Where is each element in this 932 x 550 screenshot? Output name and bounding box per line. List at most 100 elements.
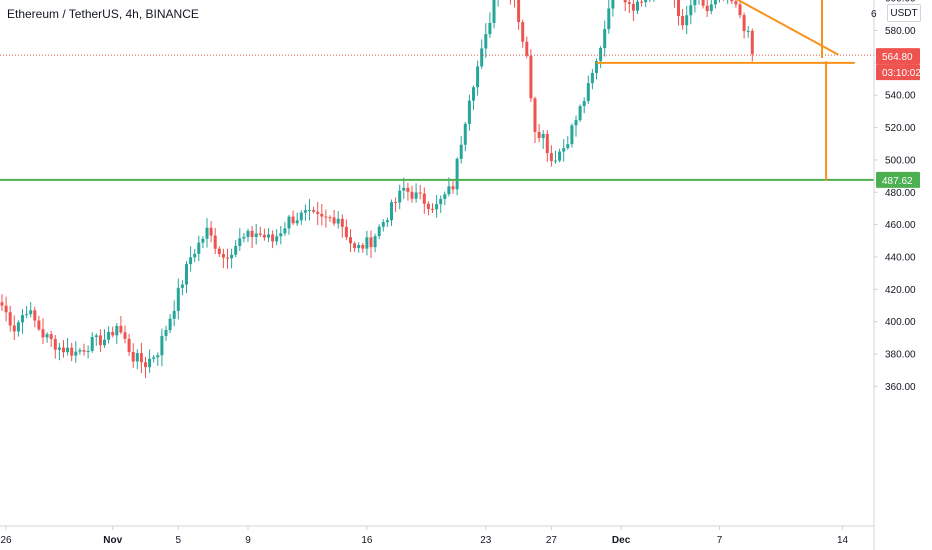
candle [70, 342, 74, 362]
candle-body [328, 217, 332, 219]
candle-body [164, 330, 168, 336]
countdown-tag-text: 03:10:02 [882, 68, 921, 79]
candle [365, 230, 369, 256]
candle-body [197, 242, 201, 254]
candle-body [463, 123, 467, 145]
candle-body [426, 203, 430, 209]
candle-body [398, 190, 402, 203]
candle [287, 214, 291, 235]
candle-body [262, 234, 266, 238]
candle-body [250, 230, 254, 237]
candle [431, 203, 434, 214]
candle [66, 338, 70, 356]
candle [320, 204, 324, 226]
x-tick-label: Nov [103, 535, 122, 546]
candle [599, 46, 603, 69]
candle [582, 97, 586, 114]
candle-body [406, 187, 410, 192]
candle [410, 185, 414, 203]
candle-body [21, 315, 24, 323]
candle [463, 121, 467, 152]
candle-body [144, 362, 147, 368]
candle-body [16, 322, 20, 332]
candle-body [258, 233, 262, 235]
candle-body [521, 22, 525, 42]
candle-body [402, 187, 406, 191]
candle-body [607, 8, 611, 30]
candle [521, 19, 525, 48]
currency-prefix: 6 [871, 9, 877, 20]
candle [336, 211, 340, 229]
candle-body [562, 148, 566, 152]
candle-body [139, 353, 143, 363]
candle-body [677, 0, 680, 16]
candle-body [373, 236, 377, 248]
descending-trendline [736, 0, 839, 56]
x-tick-label: 26 [0, 535, 12, 546]
candle [574, 115, 578, 137]
candle [701, 0, 705, 9]
candle-body [148, 358, 152, 368]
candle [308, 199, 311, 221]
candle-body [312, 210, 316, 212]
candle-body [316, 211, 320, 214]
candle [193, 249, 197, 263]
candle [148, 349, 152, 373]
candle-body [636, 1, 639, 11]
candle [578, 104, 582, 122]
candle [49, 330, 53, 348]
x-tick-label: 9 [245, 535, 251, 546]
candle [631, 0, 635, 21]
candle-body [29, 310, 33, 315]
candle [267, 228, 270, 243]
candle [230, 248, 234, 269]
candle [738, 2, 742, 19]
candle-body [49, 334, 53, 340]
candle-body [90, 336, 94, 351]
candle [742, 12, 746, 39]
candle-body [689, 5, 693, 16]
price-axis[interactable]: 620.00600.00580.00560.00540.00520.00500.… [874, 0, 916, 393]
candle [324, 209, 328, 228]
candle-body [574, 120, 578, 126]
candle-body [627, 2, 631, 4]
candle-body [111, 331, 115, 336]
currency-badge[interactable]: USDT [887, 4, 921, 22]
time-axis[interactable]: 26 Nov 5 9 16 23 27 Dec 7 14 [0, 526, 848, 546]
candle [328, 215, 332, 223]
candle-body [439, 198, 443, 205]
candle [201, 235, 205, 249]
candle [349, 228, 352, 252]
candle-body [308, 210, 311, 212]
candle-body [480, 48, 484, 67]
y-tick-label: 580.00 [885, 26, 916, 37]
candle [283, 222, 287, 236]
candle-body [131, 351, 135, 362]
candle [189, 246, 193, 272]
last-price-tag-bg [876, 48, 920, 65]
candle-body [554, 160, 557, 162]
candle-body [709, 4, 713, 12]
candle [340, 214, 344, 238]
currency-prefix-holder: 6 [871, 9, 877, 20]
candle-body [287, 216, 291, 229]
candle-body [414, 192, 418, 199]
candle [57, 342, 61, 361]
y-tick-label: 540.00 [885, 91, 916, 102]
y-tick-label: 420.00 [885, 285, 916, 296]
candle [562, 139, 566, 162]
candle [25, 306, 29, 319]
candle [750, 28, 754, 62]
currency-label: USDT [890, 8, 918, 19]
candle-body [217, 248, 221, 255]
candle-body [640, 1, 644, 3]
candle-body [738, 4, 742, 16]
candle-body [279, 233, 283, 237]
candle [394, 197, 398, 213]
candle-body [156, 355, 160, 358]
candle-body [467, 100, 471, 124]
candle [558, 148, 562, 163]
candle [681, 8, 685, 30]
candle-body [590, 72, 594, 84]
